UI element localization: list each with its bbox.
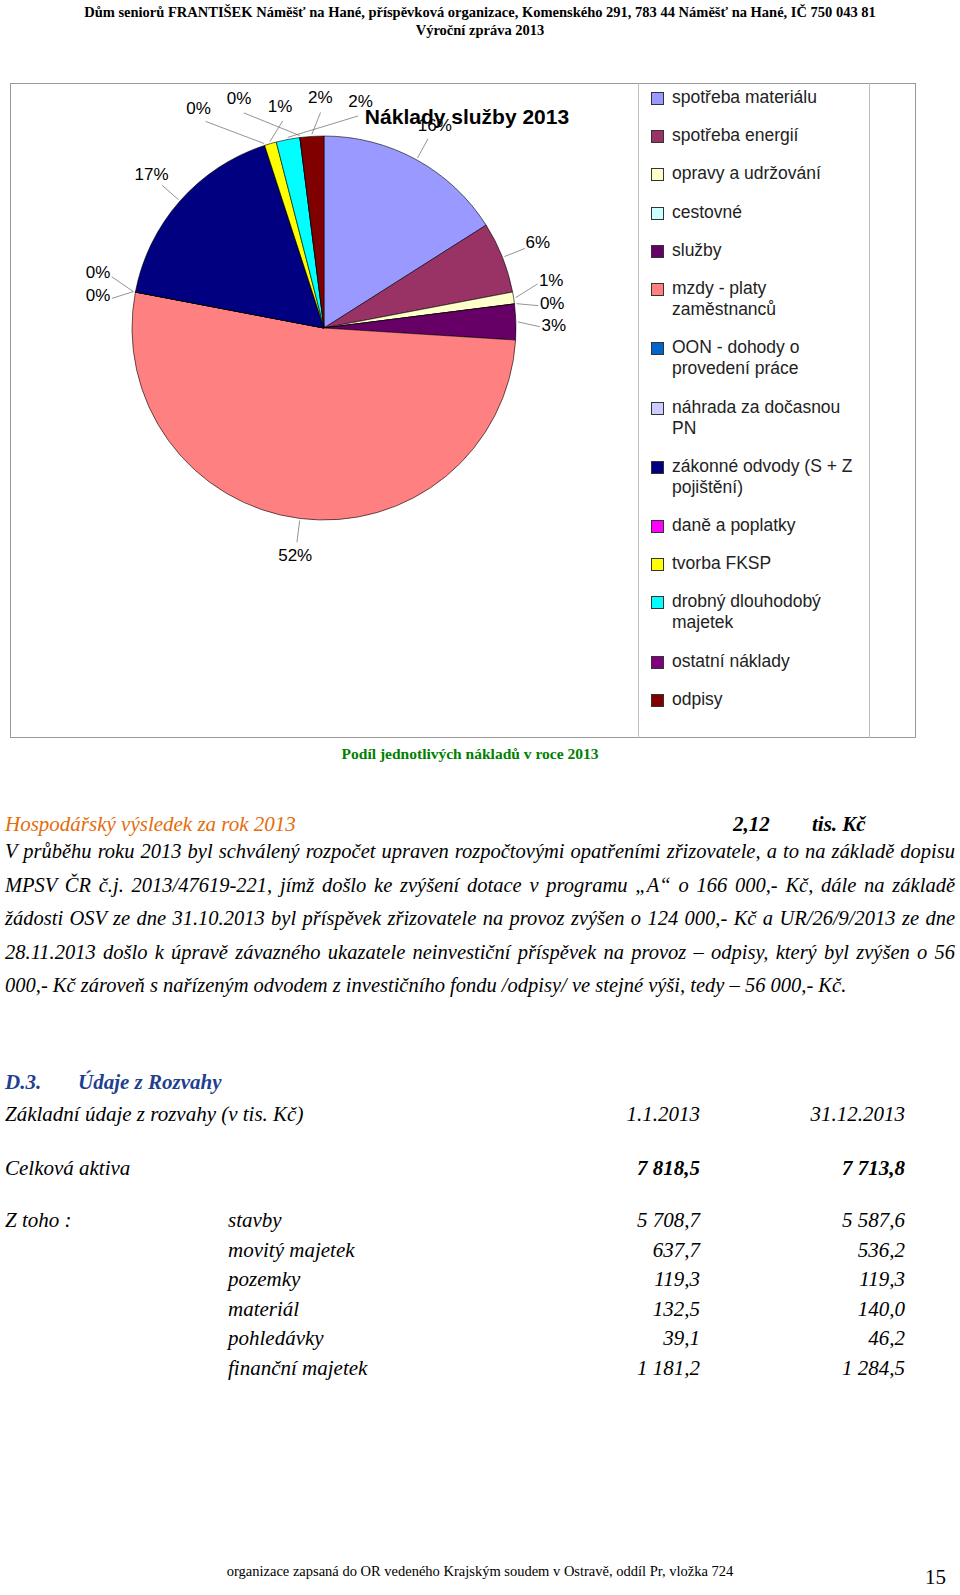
html-text:637,7: 637,7 [652,1237,700,1262]
html-text:movitý majetek: movitý majetek [228,1237,355,1262]
svg-text:52%: 52% [278,546,312,565]
html-text:mzdy - platy zaměstnanců: mzdy - platy zaměstnanců [672,278,777,320]
html-text:pohledávky: pohledávky [228,1326,324,1350]
svg-text:1%: 1% [268,97,293,116]
html-text:Dům seniorů FRANTIŠEK Náměšť n: Dům seniorů FRANTIŠEK Náměšť na Hané, př… [84,4,876,20]
svg-text:16%: 16% [418,116,452,135]
html-text:daně a poplatky: daně a poplatky [672,515,796,535]
html-text:1 181,2: 1 181,2 [637,1355,700,1380]
html-text:15: 15 [925,1565,946,1589]
html-text:V průběhu roku 2013 byl schvál: V průběhu roku 2013 byl schválený rozpoč… [5,840,955,996]
html-text:ostatní náklady: ostatní náklady [672,650,790,671]
html-text:opravy a udržování: opravy a udržování [672,163,821,184]
html-text:D.3.: D.3. [5,1070,42,1094]
html-text:5 708,7: 5 708,7 [637,1208,700,1232]
html-text:140,0: 140,0 [857,1296,905,1321]
svg-text:0%: 0% [540,294,565,313]
html-text:služby: služby [672,239,722,260]
html-text:Podíl jednotlivých nákladů v r: Podíl jednotlivých nákladů v roce 2013 [341,745,599,762]
svg-text:1%: 1% [539,271,564,290]
html-text:finanční majetek: finanční majetek [228,1355,368,1380]
html-text:Údaje z Rozvahy: Údaje z Rozvahy [78,1070,222,1094]
svg-text:0%: 0% [86,263,111,282]
svg-text:0%: 0% [227,89,252,108]
svg-text:6%: 6% [526,233,551,252]
html-text:Výroční zpráva 2013: Výroční zpráva 2013 [415,22,545,38]
html-text:132,5: 132,5 [652,1296,700,1321]
html-text:31.12.2013: 31.12.2013 [810,1102,905,1126]
html-text:stavby: stavby [228,1208,282,1232]
html-text:7 713,8: 7 713,8 [842,1156,905,1180]
html-text:Základní údaje z rozvahy (v ti: Základní údaje z rozvahy (v tis. Kč) [5,1102,304,1126]
html-text:Z toho :: Z toho : [5,1208,72,1232]
svg-text:2%: 2% [348,92,373,111]
html-text:39,1: 39,1 [663,1326,700,1350]
html-text:536,2: 536,2 [857,1237,905,1262]
html-text:tis. Kč: tis. Kč [812,812,866,836]
svg-text:2%: 2% [308,88,333,107]
html-text:1.1.2013: 1.1.2013 [626,1102,700,1126]
html-text:zákonné odvody (S + Z pojištěn: zákonné odvody (S + Z pojištění) [672,455,853,497]
html-text:drobný dlouhodobý majetek: drobný dlouhodobý majetek [672,591,821,633]
svg-text:17%: 17% [134,165,168,184]
html-text:pozemky: pozemky [228,1267,301,1291]
html-text:119,3: 119,3 [859,1267,905,1291]
html-text:OON - dohody o provedení práce: OON - dohody o provedení práce [672,337,800,379]
html-text:náhrada za dočasnou PN: náhrada za dočasnou PN [672,396,841,438]
svg-text:0%: 0% [86,286,111,305]
html-text:materiál: materiál [228,1296,300,1321]
html-text:46,2: 46,2 [868,1326,905,1350]
html-text:7 818,5: 7 818,5 [637,1156,700,1180]
html-text:Celková aktiva: Celková aktiva [5,1156,131,1180]
html-text:Hospodářský výsledek za rok 20: Hospodářský výsledek za rok 2013 [5,812,296,836]
html-text:119,3: 119,3 [654,1267,700,1291]
html-text:2,12: 2,12 [733,812,770,836]
svg-text:0%: 0% [186,99,211,118]
html-text:odpisy: odpisy [672,688,723,709]
html-text:5 587,6: 5 587,6 [842,1208,905,1232]
svg-text:Náklady služby 2013: Náklady služby 2013 [365,105,569,128]
svg-text:3%: 3% [542,316,567,335]
html-text:tvorba FKSP: tvorba FKSP [672,553,772,574]
html-text:cestovné: cestovné [672,201,742,222]
html-text:1 284,5: 1 284,5 [842,1355,905,1380]
html-text:spotřeba materiálu: spotřeba materiálu [672,87,817,107]
html-text:organizace zapsaná do OR veden: organizace zapsaná do OR vedeného Krajsk… [226,1563,734,1579]
html-text:spotřeba energií: spotřeba energií [672,125,799,146]
